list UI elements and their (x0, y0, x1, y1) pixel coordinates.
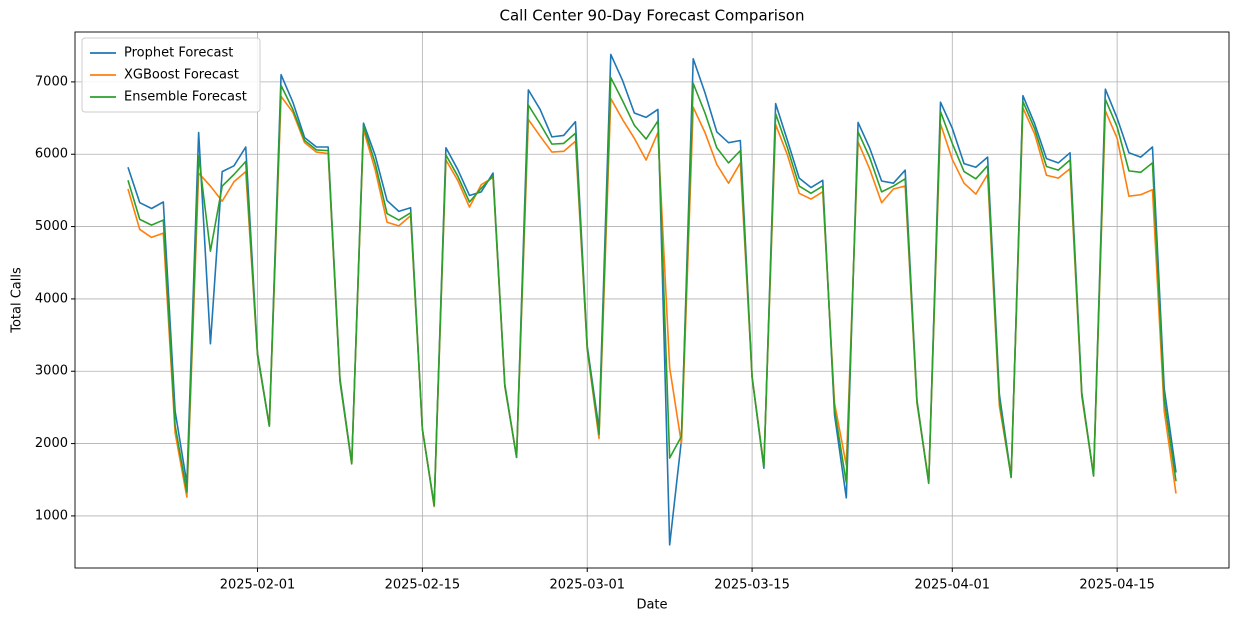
legend-label: XGBoost Forecast (124, 68, 239, 83)
x-tick-label: 2025-04-01 (914, 578, 990, 593)
legend-label: Ensemble Forecast (124, 90, 247, 105)
x-axis-label: Date (636, 598, 667, 613)
line (127, 76, 1177, 507)
y-tick-label: 5000 (35, 219, 68, 234)
x-tick-label: 2025-04-15 (1079, 578, 1155, 593)
y-tick-label: 4000 (35, 291, 68, 306)
x-tick-label: 2025-03-15 (714, 578, 790, 593)
y-tick-label: 2000 (35, 436, 68, 451)
y-tick-label: 1000 (35, 508, 68, 523)
x-tick-label: 2025-03-01 (549, 578, 625, 593)
y-tick-label: 6000 (35, 147, 68, 162)
axes-frame (74, 31, 1230, 569)
chart-title: Call Center 90-Day Forecast Comparison (500, 7, 805, 25)
legend-box (81, 37, 261, 113)
y-tick-label: 7000 (35, 74, 68, 89)
x-tick-label: 2025-02-01 (220, 578, 296, 593)
y-tick-label: 3000 (35, 364, 68, 379)
legend-label: Prophet Forecast (124, 46, 233, 61)
x-tick-label: 2025-02-15 (385, 578, 461, 593)
y-axis-label: Total Calls (10, 267, 25, 334)
